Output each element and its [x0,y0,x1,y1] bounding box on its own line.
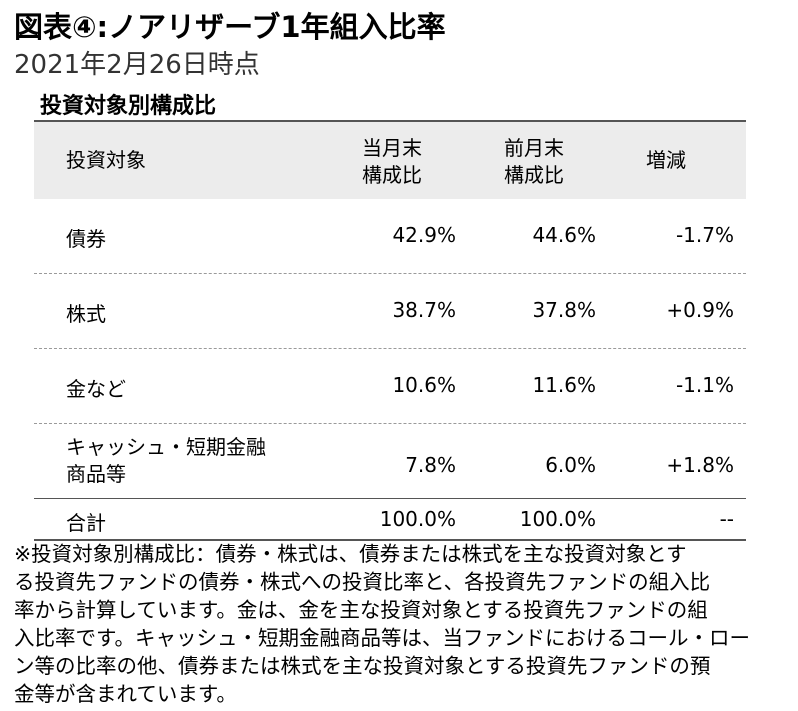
ratio-change: -1.1% [675,373,734,397]
footnote-line: ※投資対象別構成比：債券・株式は、債券または株式を主な投資対象とす [14,542,687,566]
table-row: 株式 38.7% 37.8% +0.9% [34,273,746,348]
footnote-line: 率から計算しています。金は、金を主な投資対象とする投資先ファンドの組 [14,598,708,622]
total-change: -- [719,507,734,531]
column-header-previous-line2: 構成比 [504,163,564,187]
row-label: 株式 [66,302,106,326]
footnote: ※投資対象別構成比：債券・株式は、債券または株式を主な投資対象とす る投資先ファ… [14,540,790,708]
row-label: 金など [66,377,126,401]
total-current: 100.0% [379,507,456,531]
total-previous: 100.0% [519,507,596,531]
current-ratio: 42.9% [392,223,456,247]
current-ratio: 7.8% [405,453,456,477]
column-header-change: 増減 [646,148,686,172]
row-label: 債券 [66,227,106,251]
column-header-current-line2: 構成比 [362,163,422,187]
total-label: 合計 [66,511,106,535]
column-header-current: 当月末 構成比 [347,135,437,189]
page-title: 図表④:ノアリザーブ1年組入比率 [14,10,446,44]
ratio-change: -1.7% [675,223,734,247]
previous-ratio: 44.6% [532,223,596,247]
previous-ratio: 6.0% [545,453,596,477]
current-ratio: 38.7% [392,298,456,322]
previous-ratio: 37.8% [532,298,596,322]
section-title: 投資対象別構成比 [40,94,217,119]
allocation-table: 投資対象 当月末 構成比 前月末 構成比 増減 債券 42.9% 44.6% -… [34,120,746,541]
table-total-row: 合計 100.0% 100.0% -- [34,498,746,539]
row-label: キャッシュ・短期金融 商品等 [66,434,266,488]
footnote-line: 入比率です。キャッシュ・短期金融商品等は、当ファンドにおけるコール・ロー [14,626,750,650]
footnote-line: る投資先ファンドの債券・株式への投資比率と、各投資先ファンドの組入比 [14,570,711,594]
table-row: 債券 42.9% 44.6% -1.7% [34,199,746,273]
row-label-line2: 商品等 [66,462,126,486]
ratio-change: +1.8% [666,453,734,477]
column-header-asset: 投資対象 [66,148,146,172]
table-row: 金など 10.6% 11.6% -1.1% [34,348,746,423]
column-header-previous-line1: 前月末 [504,136,564,160]
as-of-date: 2021年2月26日時点 [14,50,260,80]
column-header-previous: 前月末 構成比 [489,135,579,189]
previous-ratio: 11.6% [532,373,596,397]
current-ratio: 10.6% [392,373,456,397]
footnote-line: 金等が含まれています。 [14,682,237,706]
table-header-row: 投資対象 当月末 構成比 前月末 構成比 増減 [34,122,746,199]
column-header-current-line1: 当月末 [362,136,422,160]
footnote-line: ン等の比率の他、債券または株式を主な投資対象とする投資先ファンドの預 [14,654,711,678]
table-row: キャッシュ・短期金融 商品等 7.8% 6.0% +1.8% [34,423,746,498]
row-label-line1: キャッシュ・短期金融 [66,435,266,459]
ratio-change: +0.9% [666,298,734,322]
